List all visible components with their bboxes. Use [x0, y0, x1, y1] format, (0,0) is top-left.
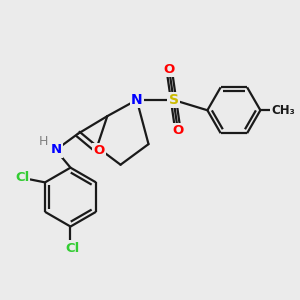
Text: O: O	[93, 144, 105, 158]
Text: N: N	[131, 93, 142, 107]
Text: O: O	[164, 62, 175, 76]
Text: Cl: Cl	[66, 242, 80, 254]
Text: N: N	[51, 143, 62, 157]
Text: O: O	[172, 124, 184, 137]
Text: H: H	[39, 135, 48, 148]
Text: CH₃: CH₃	[271, 104, 295, 117]
Text: S: S	[169, 93, 178, 107]
Text: Cl: Cl	[15, 171, 29, 184]
